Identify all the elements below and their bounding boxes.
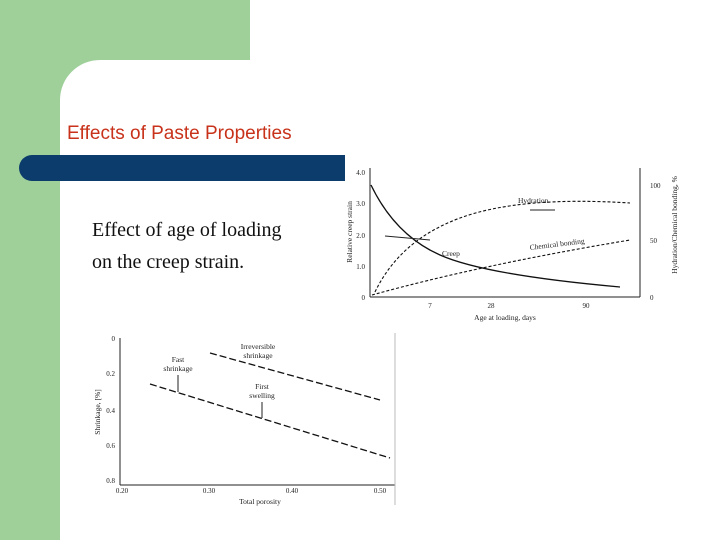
upper-line	[209, 352, 381, 401]
creep-curve	[370, 184, 621, 288]
annotation: shrinkage	[163, 364, 193, 373]
tick-label: 0.40	[286, 487, 299, 495]
tick-label: 2.0	[356, 232, 365, 240]
annotation: First	[255, 382, 270, 391]
top-block	[0, 0, 250, 60]
tick-label: 100	[650, 182, 661, 190]
slide-title: Effects of Paste Properties	[67, 123, 292, 144]
annotation: Creep	[442, 249, 460, 258]
figure-creep: 4.0 3.0 2.0 1.0 0 100 50 0 7 28 90 Age a…	[345, 168, 679, 322]
axis-label: Total porosity	[239, 497, 281, 506]
axis-label: Age at loading, days	[474, 313, 536, 322]
tick-label: 0.50	[374, 487, 387, 495]
title-bar	[19, 155, 345, 181]
left-strip	[0, 0, 60, 540]
tick-label: 0	[112, 335, 116, 343]
body-line: on the creep strain.	[92, 251, 244, 273]
annotation: swelling	[249, 391, 275, 400]
tick-label: 1.0	[356, 263, 365, 271]
tick-label: 0	[362, 294, 366, 302]
tick-label: 28	[488, 302, 496, 310]
tick-label: 90	[583, 302, 591, 310]
annotation: shrinkage	[243, 351, 273, 360]
corner	[60, 60, 100, 100]
tick-label: 3.0	[356, 200, 365, 208]
body-line: Effect of age of loading	[92, 219, 282, 241]
bonding-curve	[371, 239, 631, 296]
annotation: Irreversible	[241, 342, 276, 351]
tick-label: 0.30	[203, 487, 216, 495]
tick-label: 0.2	[106, 370, 115, 378]
tick-label: 0.6	[106, 442, 115, 450]
arrow	[384, 235, 431, 241]
axis-label: Shrinkage, [%]	[93, 389, 102, 434]
annotation: Hydration	[518, 196, 549, 205]
tick-label: 0.4	[106, 407, 115, 415]
lower-line	[149, 383, 391, 459]
tick-label: 7	[428, 302, 432, 310]
tick-label: 0.20	[116, 487, 129, 495]
tick-label: 0	[650, 294, 654, 302]
tick-label: 4.0	[356, 169, 365, 177]
axis-label: Hydration/Chemical bonding, %	[670, 176, 679, 274]
annotation: Fast	[172, 355, 185, 364]
hydration-curve	[374, 200, 631, 293]
figure-shrinkage: 0 0.2 0.4 0.6 0.8 0.20 0.30 0.40 0.50 To…	[93, 333, 396, 506]
axis-label: Relative creep strain	[345, 201, 354, 263]
tick-label: 0.8	[106, 477, 115, 485]
tick-label: 50	[650, 237, 658, 245]
